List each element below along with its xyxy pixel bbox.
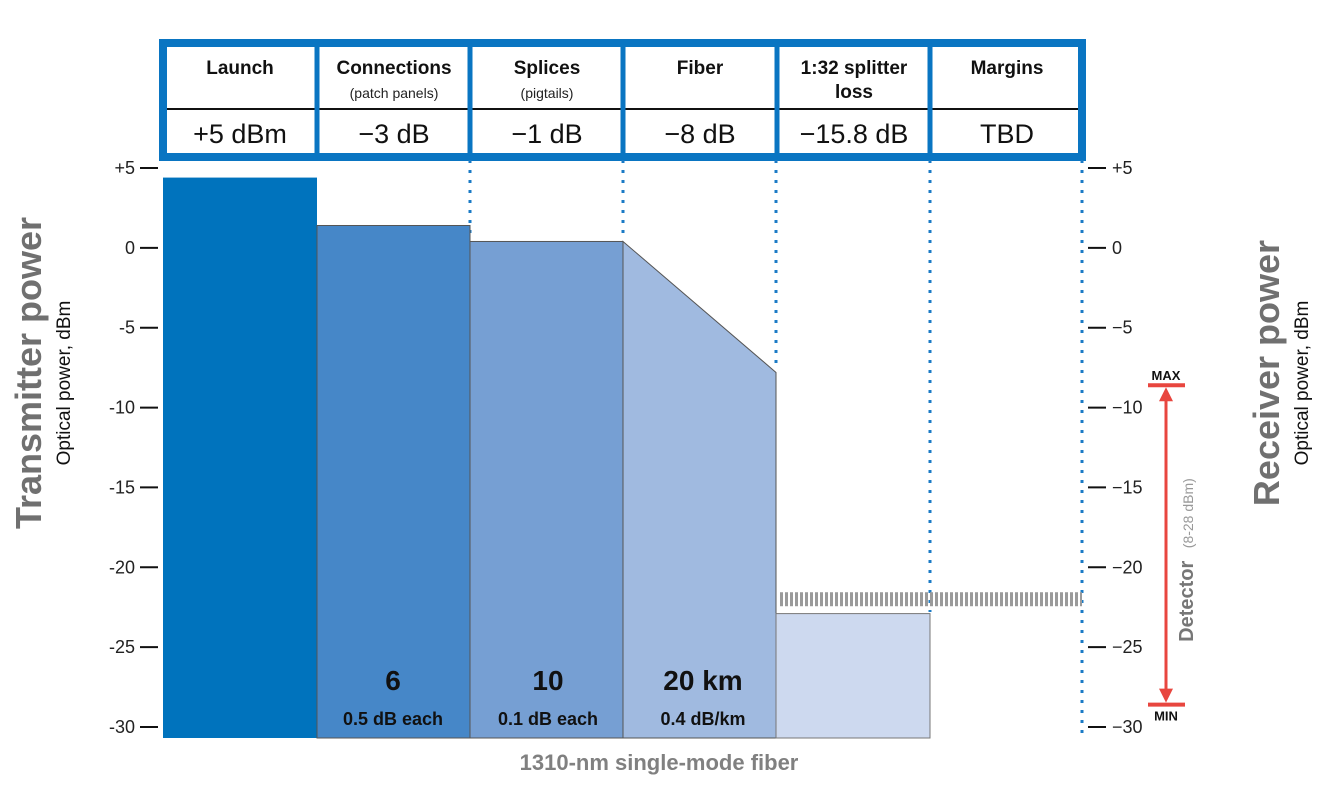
splices-note: 0.1 dB each	[498, 709, 598, 729]
header-value-connections: −3 dB	[358, 119, 429, 149]
detector-min-label: MIN	[1154, 709, 1178, 724]
header-value-fiber: −8 dB	[664, 119, 735, 149]
header-title-splitter: 1:32 splitter	[801, 58, 908, 79]
detector-max-arrowhead	[1159, 387, 1173, 402]
axis-tick-label: -20	[109, 557, 135, 577]
header-subtitle-splices: (pigtails)	[521, 85, 574, 101]
header-subtitle-connections: (patch panels)	[350, 85, 439, 101]
axis-tick-label: -30	[109, 717, 135, 737]
detector-range-text: (8-28 dBm)	[1180, 478, 1196, 548]
axis-tick-label: -15	[109, 477, 135, 497]
launch-bar	[163, 177, 317, 738]
header-value-splitter: −15.8 dB	[800, 119, 909, 149]
header-value-splices: −1 dB	[511, 119, 582, 149]
detector-min-arrowhead	[1159, 688, 1173, 703]
axis-tick-label: −5	[1112, 318, 1133, 338]
receiver-sensitivity-hatch	[778, 592, 1082, 607]
power-bars	[163, 177, 1082, 739]
splices-count: 10	[532, 665, 563, 696]
axis-tick-label: +5	[114, 158, 135, 178]
detector-max-label: MAX	[1152, 368, 1181, 383]
right-axis-title: Receiver power	[1246, 240, 1287, 506]
axis-tick-label: −30	[1112, 717, 1143, 737]
axis-tick-label: 0	[1112, 238, 1122, 258]
detector-range: MAX MIN Detector (8-28 dBm)	[1148, 368, 1198, 724]
axis-tick-label: −15	[1112, 477, 1143, 497]
column-guides	[468, 160, 1084, 740]
fiber-type-caption: 1310-nm single-mode fiber	[520, 750, 799, 775]
detector-label: Detector (8-28 dBm)	[1176, 478, 1198, 642]
left-axis: +5 0 -5 -10 -15 -20 -25 -30	[109, 158, 158, 737]
header-value-margins: TBD	[980, 119, 1034, 149]
axis-tick-label: -25	[109, 637, 135, 657]
axis-tick-label: -5	[119, 318, 135, 338]
detector-title: Detector	[1176, 560, 1198, 641]
connections-bar	[316, 224, 471, 739]
header-title-splices: Splices	[514, 58, 581, 79]
header-title-fiber: Fiber	[677, 58, 724, 79]
splitter-bar	[775, 613, 931, 739]
left-axis-title: Transmitter power	[8, 217, 49, 529]
segment-labels: 6 0.5 dB each 10 0.1 dB each 20 km 0.4 d…	[343, 665, 746, 729]
axis-tick-label: −20	[1112, 557, 1143, 577]
axis-tick-label: -10	[109, 398, 135, 418]
axis-tick-label: −25	[1112, 637, 1143, 657]
splices-bar	[469, 240, 624, 739]
fiber-length: 20 km	[663, 665, 742, 696]
fiber-note: 0.4 dB/km	[660, 709, 745, 729]
axis-tick-label: +5	[1112, 158, 1133, 178]
header-value-launch: +5 dBm	[193, 119, 287, 149]
left-axis-subtitle: Optical power, dBm	[54, 301, 75, 466]
right-axis: +5 0 −5 −10 −15 −20 −25 −30	[1088, 158, 1143, 737]
header-table: Launch +5 dBm Connections (patch panels)…	[159, 39, 1086, 161]
axis-tick-label: 0	[125, 238, 135, 258]
right-axis-subtitle: Optical power, dBm	[1292, 301, 1313, 466]
connections-count: 6	[385, 665, 401, 696]
fiber-bar	[622, 240, 777, 739]
header-title-launch: Launch	[206, 58, 274, 79]
axis-tick-label: −10	[1112, 398, 1143, 418]
header-title-splitter-line2: loss	[835, 82, 873, 103]
connections-note: 0.5 dB each	[343, 709, 443, 729]
header-title-connections: Connections	[336, 58, 451, 79]
header-title-margins: Margins	[971, 58, 1044, 79]
